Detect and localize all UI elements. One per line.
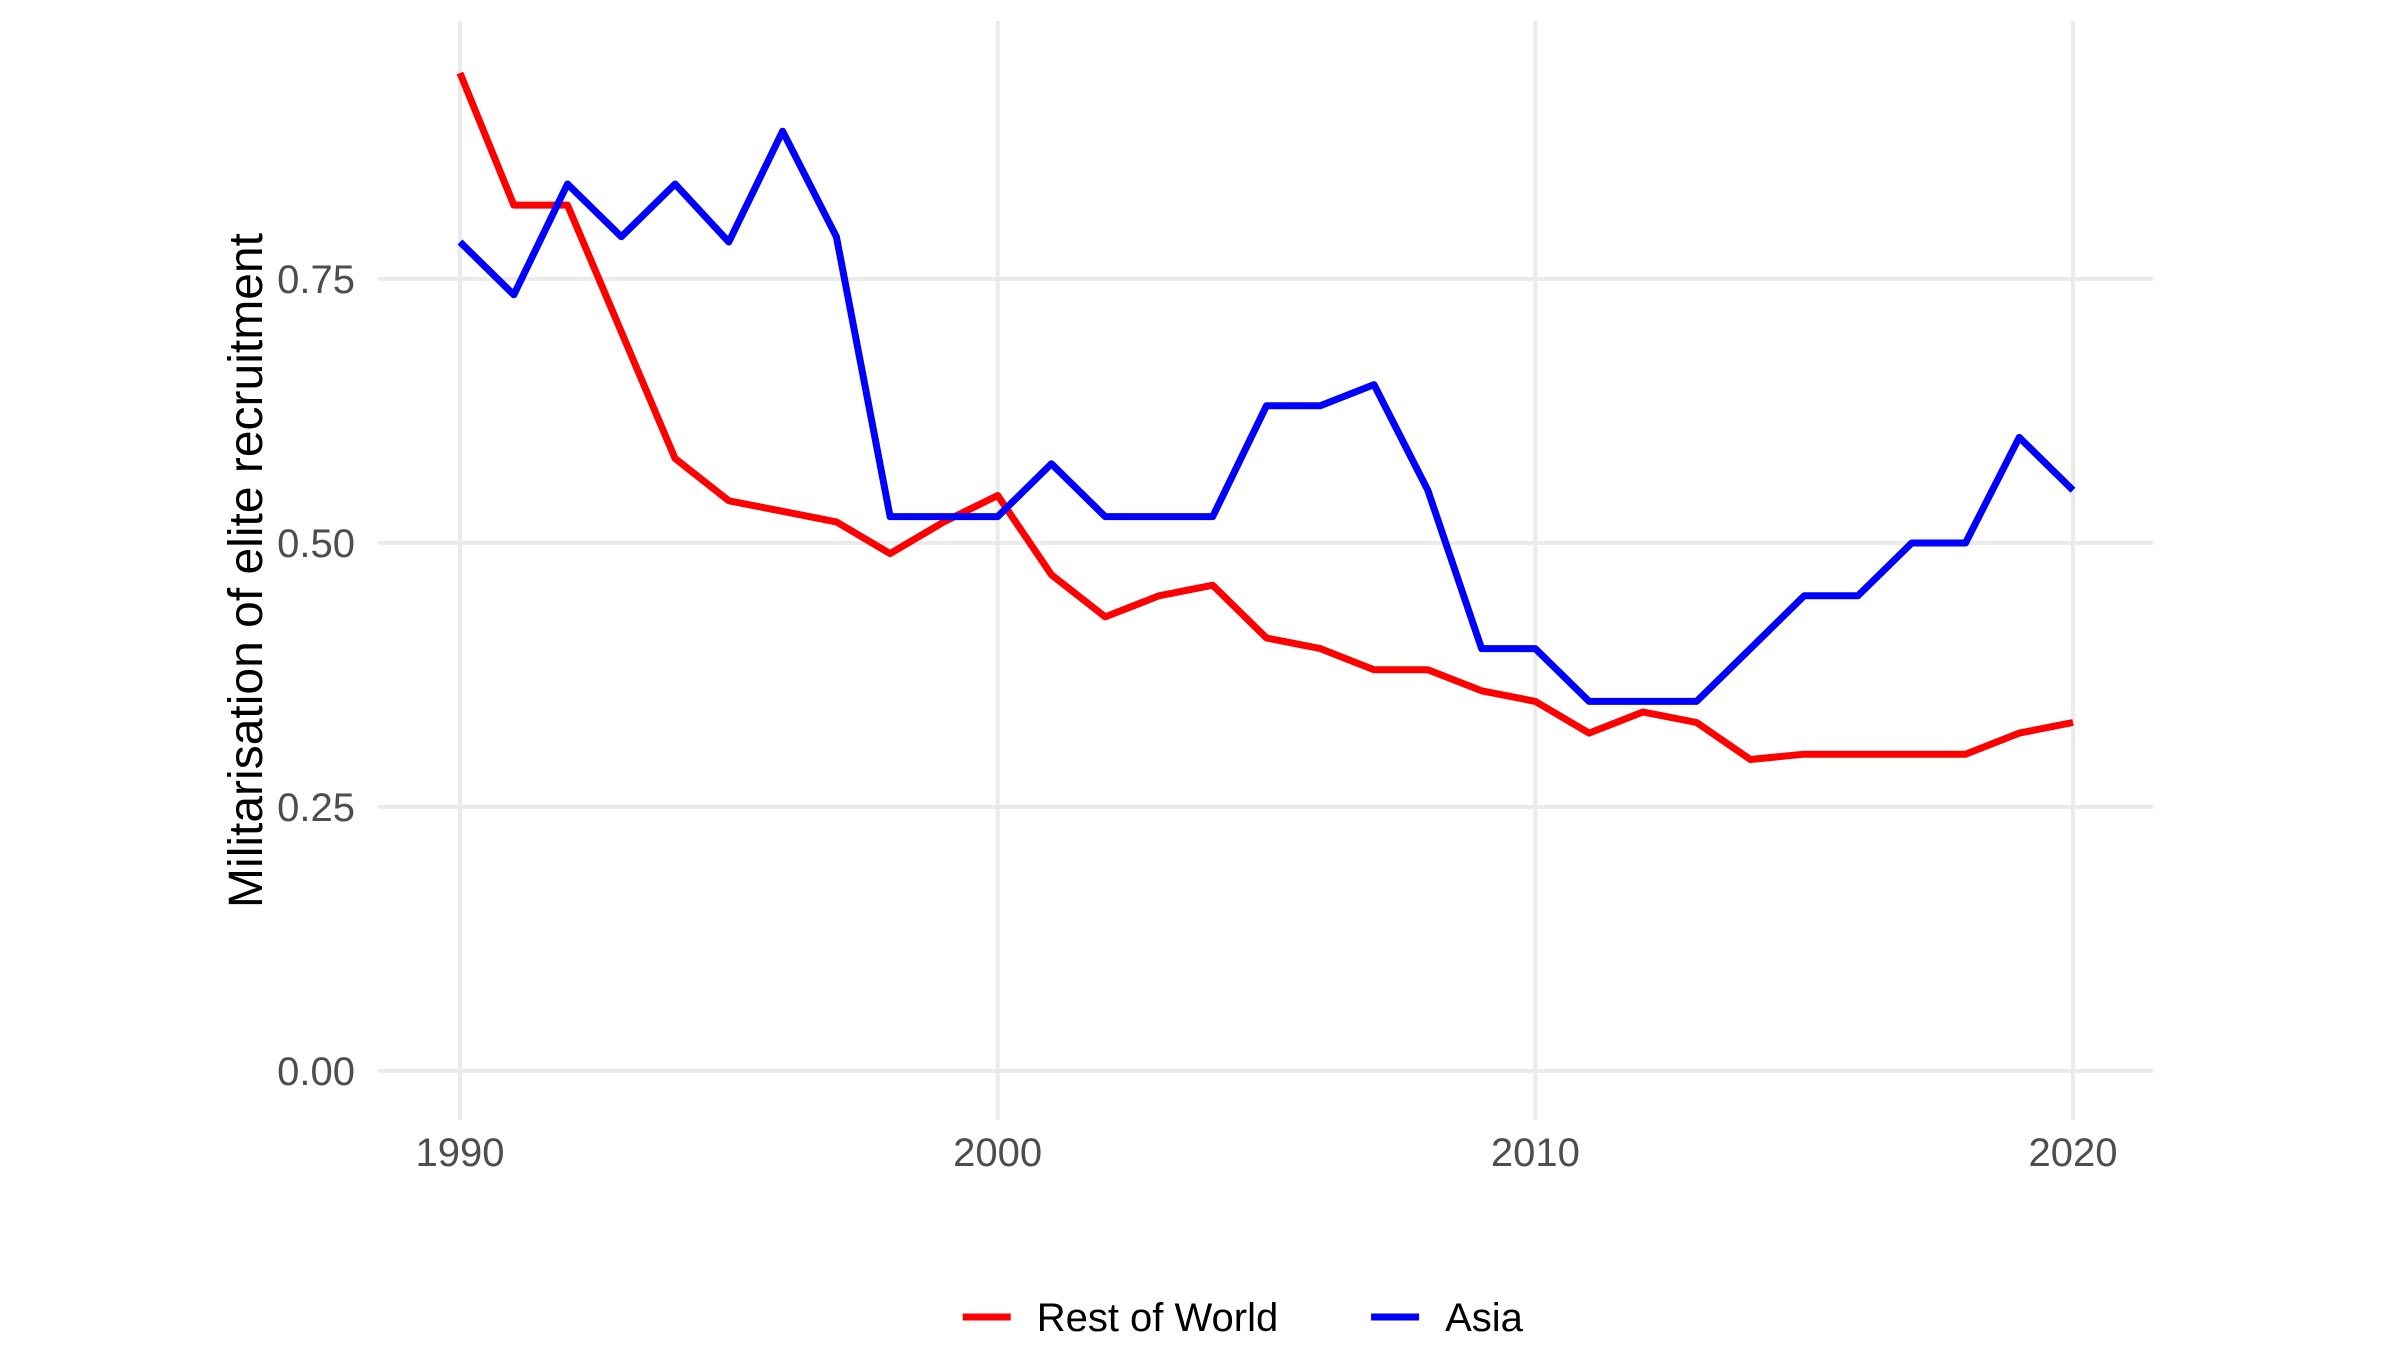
axis-layer: 0.00 0.25 0.50 0.75 1990 2000 2010 2020 Militari…: [220, 233, 2117, 1175]
grid-layer: [378, 21, 2153, 1120]
x-tick-label: 2000: [953, 1131, 1042, 1175]
legend-label: Rest of World: [1037, 1296, 1279, 1340]
y-tick-label: 0.00: [277, 1050, 355, 1094]
x-tick-label: 2020: [2029, 1131, 2118, 1175]
series-layer: [456, 71, 2076, 763]
x-tick-label: 2010: [1491, 1131, 1580, 1175]
y-axis-title: Militarisation of elite recruitment: [220, 233, 273, 908]
y-tick-label: 0.75: [277, 258, 355, 302]
series-line-rest-of-world: [456, 71, 2074, 763]
x-tick-label: 1990: [416, 1131, 505, 1175]
legend-label: Asia: [1445, 1296, 1524, 1340]
legend: Rest of World Asia: [962, 1296, 1524, 1340]
series-line-asia: [457, 127, 2076, 705]
y-tick-label: 0.50: [277, 522, 355, 566]
y-tick-label: 0.25: [277, 786, 355, 830]
